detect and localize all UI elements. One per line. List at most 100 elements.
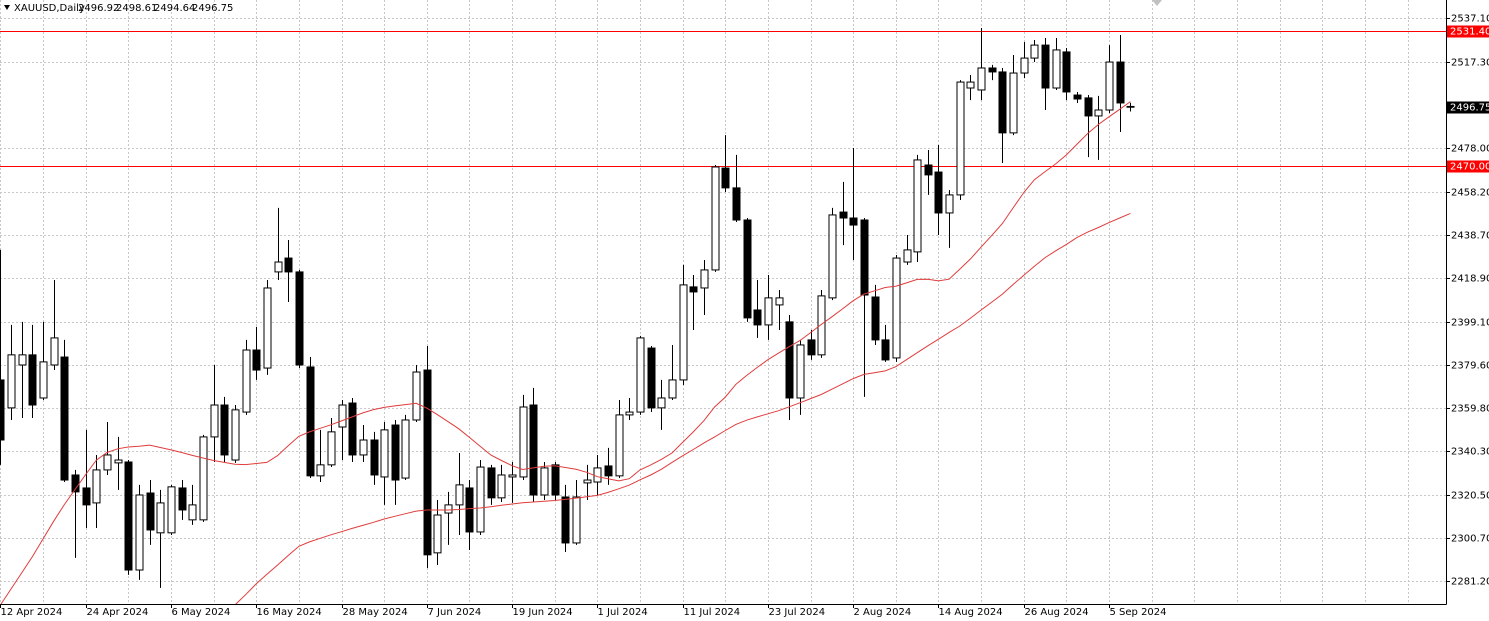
price-label: 2496.75 [1450,103,1489,114]
candle-body [657,397,666,409]
candle-body [924,164,933,176]
candle-body [753,309,762,326]
candle-body [178,487,187,511]
y-tick-label: 2418.90 [1451,274,1489,285]
candle-body [583,479,592,484]
candle-body [700,269,709,289]
candle-body [988,67,997,73]
level-label-bg [1447,160,1489,173]
candle-body [998,71,1007,134]
candle-body [433,514,442,554]
header-low: 2494.64 [154,3,195,14]
y-tick-label: 2458.20 [1451,188,1489,199]
x-tick-label: 24 Apr 2024 [87,607,149,618]
x-tick-label: 5 Sep 2024 [1110,607,1167,618]
candle-body [743,219,752,319]
candle-body [295,271,304,366]
y-tick-label: 2359.80 [1451,404,1489,415]
header-close: 2496.75 [192,3,233,14]
candle-body [871,296,880,341]
candle-body [615,414,624,477]
candle-body [775,297,784,306]
menu-arrow[interactable] [4,5,10,10]
candle-body [817,295,826,356]
candle-body [465,487,474,533]
y-tick-label: 2340.30 [1451,447,1489,458]
candle-body [444,504,453,514]
chart-header: XAUUSD,Daily 2496.92 2498.61 2494.64 249… [14,3,233,14]
candle-body [647,347,656,409]
candle-body [231,409,240,461]
candle-body [892,257,901,359]
candle-body [913,159,922,253]
candle-body [551,464,560,496]
candle-body [1052,49,1061,89]
candle-body [156,502,165,534]
candle-body [263,287,272,369]
candle-body [956,81,965,196]
chart-title: XAUUSD,Daily [14,3,85,14]
y-tick-label: 2281.20 [1451,577,1489,588]
candle-body [82,487,91,506]
y-tick-label: 2478.00 [1451,144,1489,155]
x-tick-label: 26 Aug 2024 [1025,607,1089,618]
candle-body [370,439,379,476]
candle-body [529,404,538,496]
candle-body [348,402,357,456]
y-tick-label: 2399.10 [1451,318,1489,329]
x-tick-label: 11 Jul 2024 [684,607,741,618]
candle-body [519,406,528,478]
candle-body [625,411,634,416]
candle-body [7,354,16,409]
x-tick-label: 12 Apr 2024 [1,607,63,618]
candle-body [380,429,389,478]
x-tick-label: 2 Aug 2024 [854,607,912,618]
y-tick-label: 2320.50 [1451,491,1489,502]
candle-body [60,356,69,481]
candle-body [1073,94,1082,100]
candle-body [668,379,677,399]
candle-body [561,496,570,544]
header-open: 2496.92 [78,3,119,14]
candle-body [103,454,112,471]
candle-body [934,171,943,214]
candle-body [1009,72,1018,134]
candle-body [604,465,613,477]
candle-body [284,257,293,273]
candle-body [508,474,517,478]
moving-average [234,212,1131,606]
x-tick-label: 16 May 2024 [257,607,322,618]
candle-body [210,404,219,438]
candle-body [412,371,421,421]
chart-shift-marker [1152,0,1162,6]
candle-body [50,337,59,366]
moving-average [0,101,1131,606]
candle-body [167,486,176,534]
x-tick-label: 6 May 2024 [172,607,231,618]
candle-body [1105,61,1114,111]
candle-body [391,424,400,481]
candle-body [721,167,730,189]
level-label: 2531.40 [1450,27,1489,38]
candle-body [327,431,336,466]
candle-body [1094,109,1103,117]
y-tick-label: 2438.70 [1451,231,1489,242]
candle-body [977,67,986,91]
x-tick-label: 23 Jul 2024 [769,607,826,618]
candle-body [807,339,816,356]
candle-body [18,354,27,366]
x-tick-label: 14 Aug 2024 [939,607,1003,618]
candle-body [423,369,432,556]
candle-body [828,214,837,299]
level-label: 2470.00 [1450,162,1489,173]
candle-body [945,194,954,214]
candle-body [455,484,464,506]
candle-body [487,467,496,499]
candle-body [1030,44,1039,59]
x-tick-label: 7 Jun 2024 [428,607,482,618]
candle-body [1126,105,1135,108]
candle-body [903,249,912,263]
candle-body [1062,51,1071,93]
